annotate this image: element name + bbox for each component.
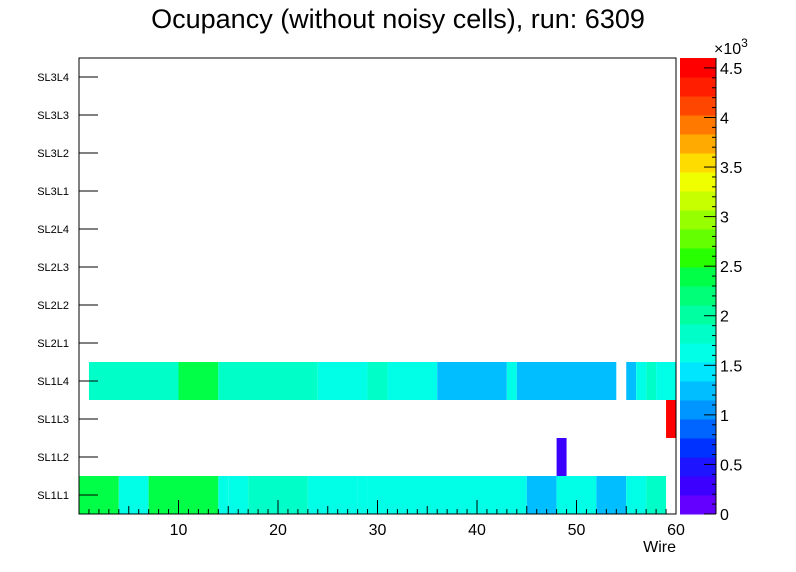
heatmap-cell	[626, 362, 637, 400]
color-scale-tick-label: 3	[720, 210, 729, 227]
heatmap-cell	[636, 362, 647, 400]
z-multiplier: ×103	[714, 36, 748, 58]
color-scale-segment	[680, 172, 716, 192]
heatmap-cell	[218, 362, 318, 400]
heatmap-cell	[178, 362, 219, 400]
color-scale-tick-label: 3.5	[720, 160, 742, 177]
chart-title: Ocupancy (without noisy cells), run: 630…	[151, 4, 645, 34]
heatmap-cell	[307, 476, 358, 514]
heatmap-cells	[79, 362, 676, 514]
color-scale-segment	[680, 229, 716, 249]
heatmap-cell	[516, 362, 617, 400]
heatmap-cell	[437, 362, 507, 400]
y-tick-label: SL2L1	[37, 338, 69, 350]
x-tick-label: 60	[667, 522, 685, 539]
heatmap-cell	[387, 362, 438, 400]
plot-frame	[78, 57, 677, 515]
heatmap-cell	[357, 476, 368, 514]
y-tick-label: SL2L3	[37, 262, 69, 274]
heatmap-cell	[656, 362, 676, 400]
color-scale-segment	[680, 438, 716, 458]
color-scale-tick-label: 4	[720, 110, 729, 127]
y-axis: SL1L1 SL1L2 SL1L3 SL1L4 SL2L1 SL2L2 SL2L3 SL2L4…	[37, 72, 98, 502]
y-tick-label: SL1L3	[37, 414, 69, 426]
color-scale-segment	[680, 381, 716, 401]
color-scale-segment	[680, 419, 716, 439]
color-scale-segment	[680, 324, 716, 344]
color-scale-tick-label: 1.5	[720, 358, 742, 375]
color-scale-segment	[680, 400, 716, 420]
color-scale-segment	[680, 58, 716, 78]
heatmap-cell	[367, 362, 388, 400]
color-scale-segment	[680, 77, 716, 97]
y-tick-label: SL2L4	[37, 224, 69, 236]
heatmap-cell	[526, 476, 557, 514]
color-scale-segment	[680, 362, 716, 382]
y-tick-label: SL1L1	[37, 490, 69, 502]
heatmap-cell	[556, 438, 567, 476]
color-scale-axis: 0 0.5 1 1.5 2 2.5 3 3.5 4 4.5	[704, 58, 742, 524]
heatmap-cell	[118, 476, 149, 514]
x-tick-label: 30	[369, 522, 387, 539]
color-scale-segment	[680, 153, 716, 173]
color-scale	[680, 58, 716, 515]
color-scale-tick-label: 4.5	[720, 61, 742, 78]
heatmap-cell	[228, 476, 249, 514]
color-scale-segment	[680, 210, 716, 230]
x-tick-label: 10	[170, 522, 188, 539]
heatmap-cell	[666, 400, 676, 438]
color-scale-segment	[680, 96, 716, 116]
color-scale-tick-label: 2	[720, 309, 729, 326]
color-scale-segment	[680, 305, 716, 325]
color-scale-segment	[680, 286, 716, 306]
y-tick-label: SL1L2	[37, 452, 69, 464]
heatmap-cell	[506, 362, 517, 400]
color-scale-segment	[680, 267, 716, 287]
y-tick-label: SL3L2	[37, 148, 69, 160]
color-scale-segment	[680, 191, 716, 211]
color-scale-segment	[680, 343, 716, 363]
heatmap-cell	[646, 362, 657, 400]
color-scale-segment	[680, 476, 716, 496]
heatmap-cell	[218, 476, 229, 514]
heatmap-cell	[626, 476, 647, 514]
heatmap-cell	[646, 476, 667, 514]
heatmap-cell	[317, 362, 368, 400]
heatmap-cell	[88, 362, 179, 400]
y-tick-label: SL1L4	[37, 376, 69, 388]
x-tick-label: 40	[468, 522, 486, 539]
color-scale-tick-label: 1	[720, 408, 729, 425]
color-scale-segment	[680, 115, 716, 135]
heatmap-cell	[148, 476, 219, 514]
color-scale-segment	[680, 248, 716, 268]
x-tick-label: 20	[269, 522, 287, 539]
color-scale-segment	[680, 457, 716, 477]
x-axis-label: Wire	[643, 539, 676, 556]
color-scale-tick-label: 2.5	[720, 259, 742, 276]
y-tick-label: SL3L3	[37, 110, 69, 122]
color-scale-segment	[680, 134, 716, 154]
heatmap-cell	[596, 476, 627, 514]
x-axis: 10 20 30 40 50 60	[88, 500, 685, 539]
y-tick-label: SL2L2	[37, 300, 69, 312]
color-scale-tick-label: 0.5	[720, 457, 742, 474]
y-tick-label: SL3L1	[37, 186, 69, 198]
x-tick-label: 50	[568, 522, 586, 539]
y-tick-label: SL3L4	[37, 72, 69, 84]
color-scale-tick-label: 0	[720, 507, 729, 524]
heatmap-cell	[367, 476, 527, 514]
color-scale-segment	[680, 495, 716, 515]
